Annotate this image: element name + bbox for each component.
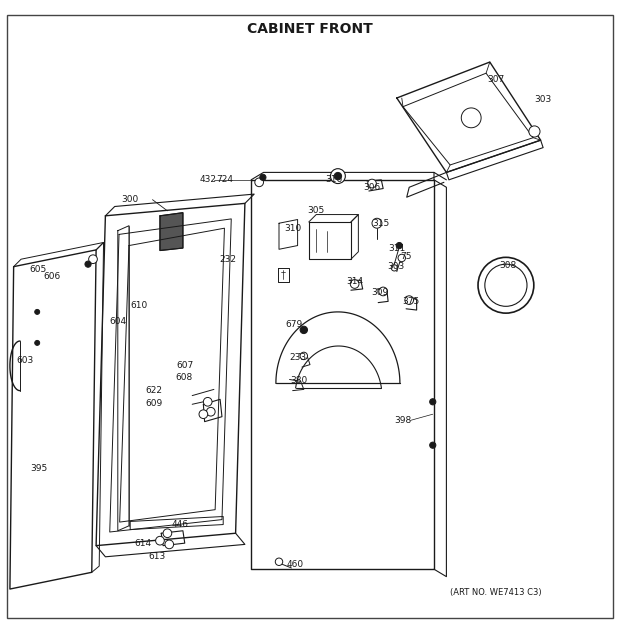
Circle shape <box>430 442 436 449</box>
Circle shape <box>334 173 342 180</box>
Text: 306: 306 <box>363 183 381 192</box>
Circle shape <box>529 126 540 137</box>
Circle shape <box>430 399 436 405</box>
Circle shape <box>478 257 534 313</box>
Text: 622: 622 <box>145 386 162 395</box>
Circle shape <box>372 218 382 228</box>
Text: 395: 395 <box>30 464 47 473</box>
Text: CABINET FRONT: CABINET FRONT <box>247 21 373 35</box>
Text: 432: 432 <box>200 175 217 185</box>
Circle shape <box>398 255 405 261</box>
Circle shape <box>156 536 164 545</box>
Text: 308: 308 <box>500 261 517 270</box>
Circle shape <box>85 261 91 267</box>
Circle shape <box>206 408 215 416</box>
Text: 303: 303 <box>387 262 404 271</box>
Text: 607: 607 <box>176 362 193 370</box>
Text: 309: 309 <box>371 288 388 297</box>
Circle shape <box>255 178 264 186</box>
Text: 311: 311 <box>388 244 405 253</box>
Text: 605: 605 <box>30 265 47 273</box>
Circle shape <box>300 352 308 360</box>
Circle shape <box>485 264 527 306</box>
Text: 724: 724 <box>216 175 234 185</box>
Text: 610: 610 <box>130 301 148 309</box>
Text: 305: 305 <box>308 207 325 215</box>
Circle shape <box>260 175 266 180</box>
Circle shape <box>35 340 40 345</box>
Text: 310: 310 <box>284 224 301 232</box>
Text: 303: 303 <box>534 94 551 104</box>
Circle shape <box>165 540 174 549</box>
Circle shape <box>275 558 283 566</box>
Circle shape <box>330 169 345 183</box>
Text: (ART NO. WE7413 C3): (ART NO. WE7413 C3) <box>450 588 542 597</box>
Text: 609: 609 <box>145 399 162 408</box>
Circle shape <box>199 410 208 418</box>
Text: 233: 233 <box>289 353 306 362</box>
Text: 316: 316 <box>325 175 342 185</box>
Circle shape <box>163 529 172 537</box>
Text: 307: 307 <box>487 75 505 84</box>
Circle shape <box>379 287 388 295</box>
Circle shape <box>461 108 481 128</box>
Circle shape <box>89 255 97 263</box>
Text: 460: 460 <box>286 559 304 569</box>
Polygon shape <box>160 213 183 251</box>
Circle shape <box>391 265 397 271</box>
Text: 75: 75 <box>400 252 411 261</box>
Text: 300: 300 <box>122 195 139 204</box>
Text: 614: 614 <box>134 539 151 547</box>
Text: 380: 380 <box>290 376 308 385</box>
Text: 604: 604 <box>109 317 126 326</box>
Text: 446: 446 <box>171 520 188 529</box>
Text: 608: 608 <box>175 372 192 382</box>
Text: 613: 613 <box>149 553 166 561</box>
Circle shape <box>368 179 376 188</box>
Circle shape <box>300 326 308 334</box>
Text: 232: 232 <box>219 255 237 264</box>
Text: 606: 606 <box>43 272 61 281</box>
Circle shape <box>405 295 414 304</box>
Circle shape <box>203 398 212 406</box>
Text: 679: 679 <box>285 321 303 329</box>
Text: 398: 398 <box>394 416 412 425</box>
Text: 315: 315 <box>372 219 389 227</box>
Circle shape <box>396 243 402 249</box>
Text: 314: 314 <box>346 277 363 286</box>
Circle shape <box>350 280 359 289</box>
Text: 375: 375 <box>402 297 419 306</box>
Circle shape <box>35 309 40 314</box>
Text: 603: 603 <box>16 357 33 365</box>
